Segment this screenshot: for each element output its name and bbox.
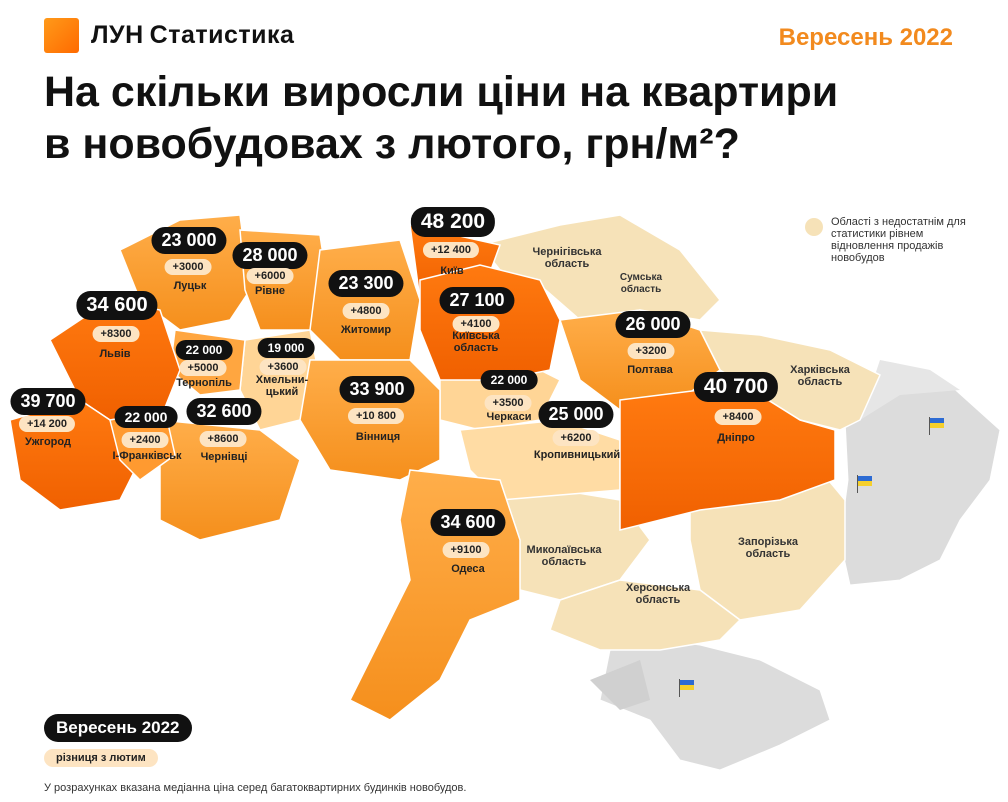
- region-label-kyiv: Київ: [440, 265, 464, 277]
- region-label-odesa: Одеса: [451, 563, 485, 575]
- ukraine-flag-icon: [929, 417, 944, 435]
- region-label-uzhhorod: Ужгород: [25, 436, 71, 448]
- region-label-mykolaiv: Миколаївська область: [526, 544, 602, 568]
- price-badge-lviv: 34 600: [76, 291, 158, 320]
- header-date: Вересень 2022: [778, 24, 953, 51]
- price-badge-uzhhorod: 39 700: [10, 388, 86, 415]
- legend-dot-icon: [805, 218, 823, 236]
- legend-insufficient-text: Області з недостатнім для статистики рів…: [831, 216, 966, 264]
- price-badge-odesa: 34 600: [430, 509, 506, 536]
- price-badge-vinnytsia: 33 900: [339, 376, 415, 403]
- region-label-rivne: Рівне: [255, 285, 285, 297]
- diff-chip-chernivtsi: +8600: [199, 431, 247, 447]
- region-label-kherson: Херсонська область: [625, 582, 691, 606]
- diff-chip-uzhhorod: +14 200: [18, 416, 76, 432]
- diff-chip-rivne: +6000: [246, 268, 294, 284]
- region-label-khmelnytskyi: Хмельни-цький: [255, 374, 309, 398]
- price-badge-cherkasy: 22 000: [480, 370, 538, 390]
- brand-name: ЛУН Статистика: [91, 21, 294, 50]
- page-title: На скільки виросли ціни на квартири в но…: [44, 66, 944, 170]
- diff-chip-kropyvnytskyi: +6200: [552, 430, 600, 446]
- price-badge-ivano-frankivsk: 22 000: [114, 406, 178, 428]
- diff-chip-ivano-frankivsk: +2400: [121, 432, 169, 448]
- price-badge-zhytomyr: 23 300: [328, 270, 404, 297]
- diff-chip-zhytomyr: +4800: [342, 303, 390, 319]
- region-label-dnipro: Дніпро: [717, 432, 755, 444]
- region-label-cherkasy: Черкаси: [486, 411, 532, 423]
- title-line-1: На скільки виросли ціни на квартири: [44, 68, 839, 116]
- price-badge-lutsk: 23 000: [151, 227, 227, 254]
- region-label-ivano-frankivsk: І-Франківськ: [112, 450, 182, 462]
- price-badge-khmelnytskyi: 19 000: [257, 338, 315, 358]
- diff-chip-dnipro: +8400: [714, 409, 762, 425]
- price-badge-poltava: 26 000: [615, 311, 691, 338]
- region-label-sumy: Сумська область: [619, 272, 663, 295]
- diff-chip-vinnytsia: +10 800: [347, 408, 405, 424]
- legend-price-badge: Вересень 2022: [44, 714, 192, 742]
- legend-insufficient: Області з недостатнім для статистики рів…: [805, 216, 975, 264]
- region-label-poltava: Полтава: [627, 364, 673, 376]
- region-label-lviv: Львів: [99, 348, 131, 360]
- price-badge-dnipro: 40 700: [693, 372, 779, 402]
- region-label-kharkiv: Харківська область: [790, 364, 850, 388]
- price-badge-chernivtsi: 32 600: [186, 398, 262, 425]
- region-label-chernivtsi: Чернівці: [200, 451, 248, 463]
- diff-chip-khmelnytskyi: +3600: [259, 359, 307, 375]
- region-label-kyiv-oblast: Київська область: [452, 330, 500, 354]
- diff-chip-poltava: +3200: [627, 343, 675, 359]
- region-label-zhytomyr: Житомир: [340, 324, 392, 336]
- diff-chip-lviv: +8300: [92, 326, 140, 342]
- logo-mark-icon: [44, 18, 79, 53]
- ukraine-flag-icon: [679, 679, 694, 697]
- brand-name-text: ЛУН: [91, 21, 144, 49]
- price-badge-rivne: 28 000: [232, 242, 308, 269]
- diff-chip-lutsk: +3000: [164, 259, 212, 275]
- region-label-lutsk: Луцьк: [173, 280, 207, 292]
- diff-chip-kyiv: +12 400: [422, 242, 480, 258]
- region-label-zaporizhzhia: Запорізька область: [737, 536, 799, 560]
- diff-chip-ternopil: +5000: [179, 360, 227, 376]
- diff-chip-odesa: +9100: [442, 542, 490, 558]
- insufficient-regions: [478, 214, 881, 651]
- price-badge-ternopil: 22 000: [175, 340, 233, 360]
- ukraine-flag-icon: [857, 475, 872, 493]
- region-label-chernihiv: Чернігівська область: [532, 246, 602, 270]
- region-label-ternopil: Тернопіль: [176, 377, 232, 389]
- price-badge-kyiv-oblast: 27 100: [439, 287, 515, 314]
- diff-chip-cherkasy: +3500: [484, 395, 532, 411]
- price-badge-kyiv: 48 200: [410, 207, 496, 237]
- price-badge-kropyvnytskyi: 25 000: [538, 401, 614, 428]
- title-line-2: в новобудовах з лютого, грн/м²?: [44, 120, 740, 168]
- footnote: У розрахунках вказана медіанна ціна сере…: [44, 782, 467, 794]
- brand-logo: ЛУН Статистика: [44, 18, 294, 53]
- legend-diff-chip: різниця з лютим: [44, 749, 158, 767]
- region-label-kropyvnytskyi: Кропивницький: [533, 449, 621, 461]
- diff-chip-kyiv-oblast: +4100: [452, 316, 500, 332]
- brand-product-text: Статистика: [149, 21, 295, 49]
- region-label-vinnytsia: Вінниця: [355, 431, 401, 443]
